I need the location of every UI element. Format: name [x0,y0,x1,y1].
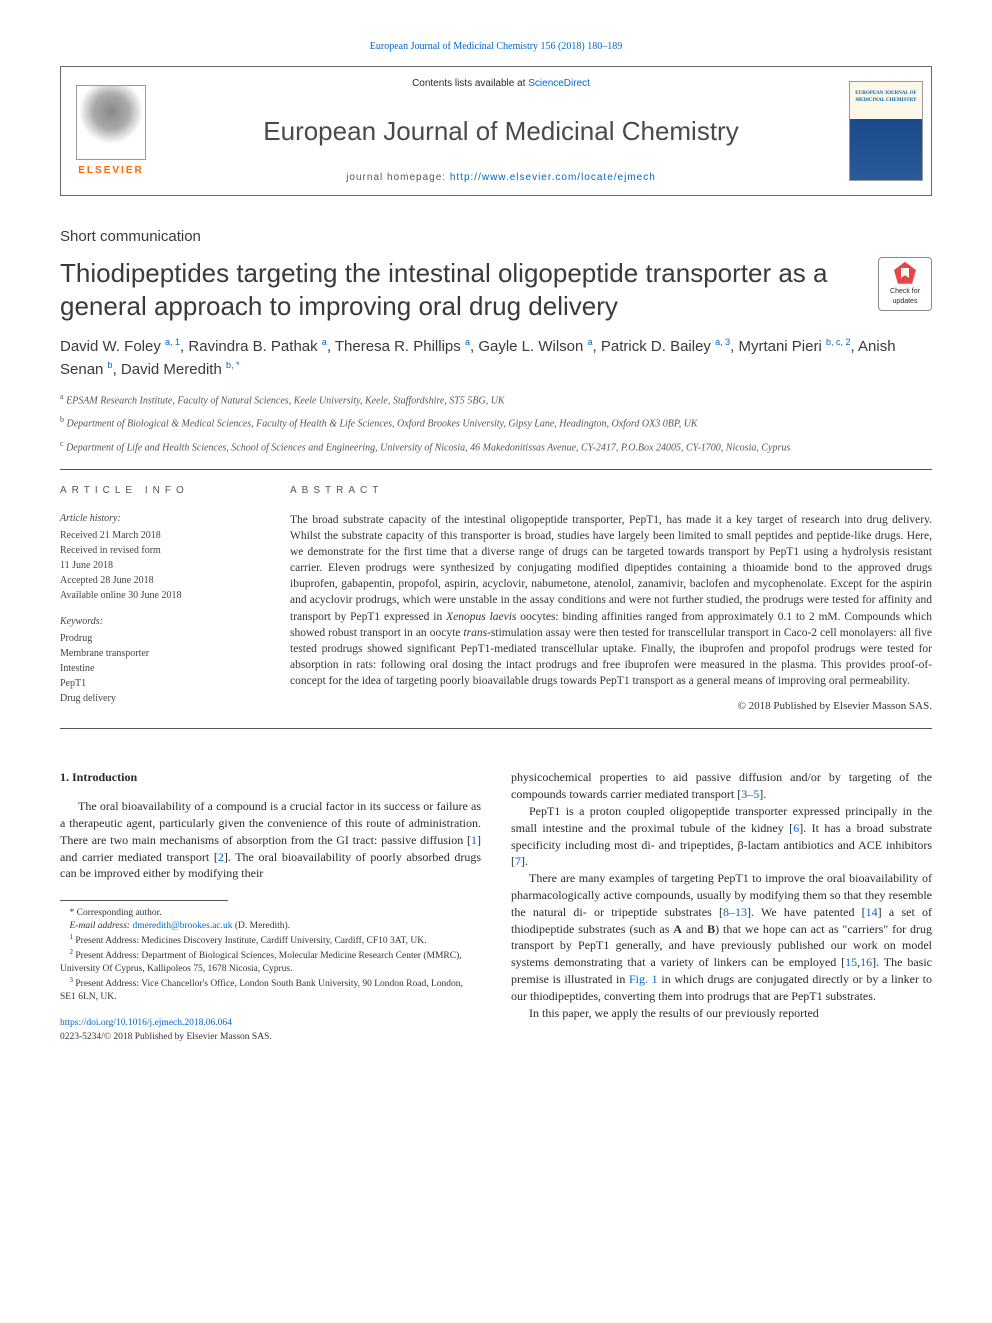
keyword: Membrane transporter [60,646,260,661]
history-text: Received 21 March 2018Received in revise… [60,528,260,603]
issn-copyright: 0223-5234/© 2018 Published by Elsevier M… [60,1032,272,1042]
cover-title: EUROPEAN JOURNAL OF MEDICINAL CHEMISTRY [854,90,918,104]
abstract-text: The broad substrate capacity of the inte… [290,512,932,689]
rule-top [60,469,932,470]
author: David W. Foley a, 1 [60,338,180,355]
article-info: ARTICLE INFO Article history: Received 2… [60,484,260,714]
contents-line: Contents lists available at ScienceDirec… [171,77,831,91]
doi-link[interactable]: https://doi.org/10.1016/j.ejmech.2018.06… [60,1018,232,1028]
col2-para-3: There are many examples of targeting Pep… [511,870,932,1004]
keywords-label: Keywords: [60,615,260,629]
body-columns: 1. Introduction The oral bioavailability… [60,769,932,1044]
footnote-3: 3 Present Address: Vice Chancellor's Off… [60,976,481,1004]
author: Patrick D. Bailey a, 3 [601,338,730,355]
citation-link[interactable]: European Journal of Medicinal Chemistry … [370,41,622,52]
doi-block: https://doi.org/10.1016/j.ejmech.2018.06… [60,1017,481,1044]
footnote-1-text: Present Address: Medicines Discovery Ins… [75,936,426,946]
affiliation: a EPSAM Research Institute, Faculty of N… [60,391,932,408]
authors-list: David W. Foley a, 1, Ravindra B. Pathak … [60,336,932,381]
author: Theresa R. Phillips a [335,338,470,355]
updates-label: Check for updates [879,287,931,307]
keyword: Prodrug [60,631,260,646]
corresponding-author: * Corresponding author. [60,907,481,920]
journal-name: European Journal of Medicinal Chemistry [171,113,831,149]
keyword: Drug delivery [60,691,260,706]
abstract-heading: ABSTRACT [290,484,932,498]
article-type: Short communication [60,226,932,247]
article-info-heading: ARTICLE INFO [60,484,260,498]
info-abstract-row: ARTICLE INFO Article history: Received 2… [60,484,932,714]
elsevier-label: ELSEVIER [78,164,143,178]
footnote-2-text: Present Address: Department of Biologica… [60,951,462,974]
header-center: Contents lists available at ScienceDirec… [161,67,841,195]
column-left: 1. Introduction The oral bioavailability… [60,769,481,1044]
elsevier-tree-icon [76,85,146,160]
footnote-1: 1 Present Address: Medicines Discovery I… [60,933,481,948]
abstract-copyright: © 2018 Published by Elsevier Masson SAS. [290,699,932,714]
affiliation: c Department of Life and Health Sciences… [60,438,932,455]
author: Myrtani Pieri b, c, 2 [738,338,850,355]
check-updates-badge[interactable]: Check for updates [878,257,932,311]
email-footnote: E-mail address: dmeredith@brookes.ac.uk … [60,920,481,933]
column-right: physicochemical properties to aid passiv… [511,769,932,1044]
email-label: E-mail address: [70,921,133,931]
article-title: Thiodipeptides targeting the intestinal … [60,257,868,322]
col2-para-2: PepT1 is a proton coupled oligopeptide t… [511,803,932,870]
author: David Meredith b, * [121,361,240,378]
title-row: Thiodipeptides targeting the intestinal … [60,257,932,336]
homepage-link[interactable]: http://www.elsevier.com/locate/ejmech [450,172,656,183]
author: Ravindra B. Pathak a [188,338,326,355]
author: Gayle L. Wilson a [478,338,592,355]
footnotes-rule [60,900,228,901]
journal-header: ELSEVIER Contents lists available at Sci… [60,66,932,196]
journal-cover: EUROPEAN JOURNAL OF MEDICINAL CHEMISTRY [841,67,931,195]
email-suffix: (D. Meredith). [233,921,291,931]
history-label: Article history: [60,512,260,526]
affiliation: b Department of Biological & Medical Sci… [60,414,932,431]
email-link[interactable]: dmeredith@brookes.ac.uk [132,921,232,931]
intro-para-1: The oral bioavailability of a compound i… [60,798,481,882]
col2-para-4: In this paper, we apply the results of o… [511,1005,932,1022]
homepage-line: journal homepage: http://www.elsevier.co… [171,171,831,185]
rule-bottom [60,728,932,729]
footnote-2: 2 Present Address: Department of Biologi… [60,948,481,976]
intro-heading: 1. Introduction [60,769,481,786]
abstract-column: ABSTRACT The broad substrate capacity of… [290,484,932,714]
keyword: PepT1 [60,676,260,691]
cover-thumbnail: EUROPEAN JOURNAL OF MEDICINAL CHEMISTRY [849,81,923,181]
homepage-label: journal homepage: [346,172,450,183]
elsevier-logo: ELSEVIER [61,67,161,195]
col2-para-1: physicochemical properties to aid passiv… [511,769,932,803]
bookmark-icon [894,262,916,284]
contents-prefix: Contents lists available at [412,78,528,89]
footnote-3-text: Present Address: Vice Chancellor's Offic… [60,979,463,1002]
keywords-list: ProdrugMembrane transporterIntestinePepT… [60,631,260,706]
sciencedirect-link[interactable]: ScienceDirect [528,78,590,89]
citation-header: European Journal of Medicinal Chemistry … [60,40,932,54]
keyword: Intestine [60,661,260,676]
